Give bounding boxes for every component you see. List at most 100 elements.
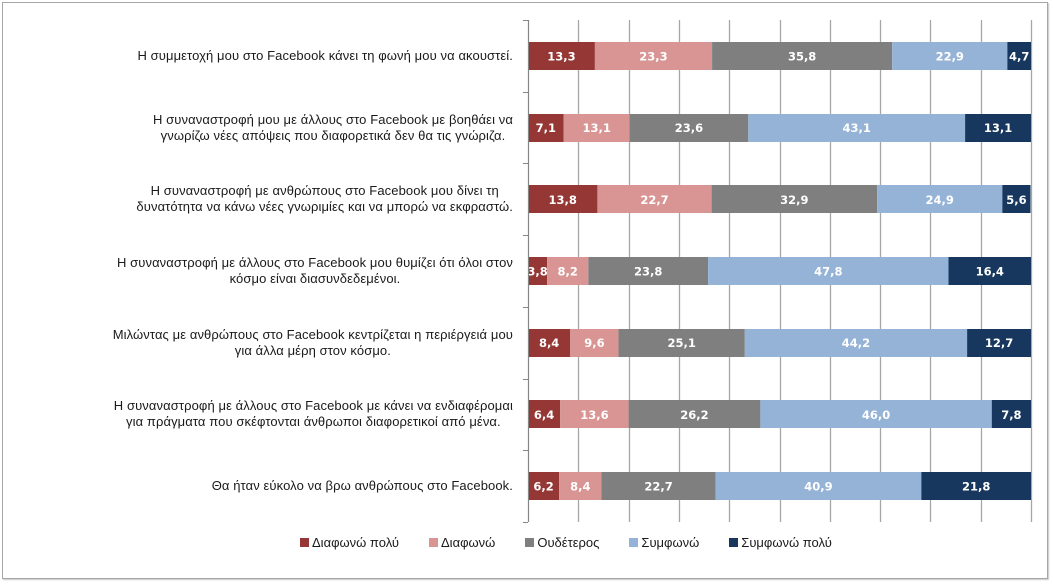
category-label-text: Η συναναστροφή με ανθρώπους στο Facebook… [136, 183, 513, 215]
legend-label: Διαφωνώ [441, 535, 496, 550]
data-label: 13,1 [582, 121, 610, 135]
legend-item: Διαφωνώ πολύ [300, 535, 399, 550]
bar-segment [629, 114, 749, 142]
data-label: 16,4 [976, 265, 1004, 279]
bar-segment [528, 257, 548, 285]
category-label-text: Θα ήταν εύκολο να βρω ανθρώπους στο Face… [211, 478, 513, 494]
bar-segment [563, 114, 630, 142]
bar-segment [1007, 42, 1031, 70]
data-label: 40,9 [804, 480, 832, 494]
legend-swatch [629, 538, 639, 547]
legend-label: Διαφωνώ πολύ [312, 535, 399, 550]
legend: Διαφωνώ πολύ Διαφωνώ Ουδέτερος Συμφωνώ Συμφω… [300, 535, 832, 550]
bar-segment [1002, 185, 1031, 213]
category-label-text: Η συμμετοχή μου στο Facebook κάνει τη φω… [137, 47, 513, 63]
bar-segment [628, 400, 761, 428]
data-label: 23,8 [634, 265, 662, 279]
legend-item: Διαφωνώ [429, 535, 495, 550]
data-label: 6,2 [533, 480, 553, 494]
legend-item: Συμφωνώ [629, 535, 699, 550]
bar-segment [528, 472, 560, 500]
data-label: 23,6 [675, 121, 703, 135]
bar-segment [744, 329, 968, 357]
data-label: 7,8 [1001, 408, 1021, 422]
bars: 13,3 23,3 35,8 22,9 4,7 7,1 13,1 23,6 43,1 13,1 13… [527, 42, 1031, 500]
bar-segment [528, 114, 564, 142]
bar-segment [877, 185, 1003, 213]
bar-segment [528, 42, 595, 70]
data-label: 12,7 [985, 336, 1013, 350]
data-label: 13,8 [549, 193, 577, 207]
category-label: Η συναναστροφή με άλλους στο Facebook με… [13, 398, 513, 430]
data-label: 26,2 [680, 408, 708, 422]
data-label: 8,4 [570, 480, 590, 494]
data-label: 13,1 [984, 121, 1012, 135]
bar-segment [965, 114, 1031, 142]
data-label: 23,3 [639, 49, 667, 63]
category-label: Η συναναστροφή μου με άλλους στο Faceboo… [13, 112, 513, 144]
bar-segment [991, 400, 1031, 428]
legend-swatch [729, 538, 739, 547]
data-label: 5,6 [1006, 193, 1026, 207]
legend-item: Συμφωνώ πολύ [729, 535, 832, 550]
bar-segment [712, 42, 893, 70]
category-label-text: Η συναναστροφή με άλλους στο Facebook μο… [116, 255, 513, 286]
bar-segment [528, 400, 561, 428]
bar-segment [760, 400, 992, 428]
legend-item: Ουδέτερος [525, 535, 599, 550]
category-label: Η συναναστροφή με ανθρώπους στο Facebook… [13, 183, 513, 215]
bar-segment [594, 42, 713, 70]
data-label: 46,0 [862, 408, 890, 422]
data-label: 44,2 [842, 336, 870, 350]
data-label: 13,6 [580, 408, 608, 422]
bar-segment [528, 329, 571, 357]
bar-segment [588, 257, 709, 285]
data-label: 7,1 [536, 121, 556, 135]
data-label: 22,7 [640, 193, 668, 207]
data-label: 8,2 [558, 265, 578, 279]
category-label: Η συναναστροφή με άλλους στο Facebook μο… [13, 255, 513, 287]
bar-segment [547, 257, 589, 285]
category-label: Η συμμετοχή μου στο Facebook κάνει τη φω… [13, 48, 513, 64]
bar-segment [618, 329, 745, 357]
data-label: 6,4 [534, 408, 554, 422]
bar-segment [967, 329, 1031, 357]
bar-segment [748, 114, 966, 142]
bar-segment [708, 257, 949, 285]
bar-segment [921, 472, 1031, 500]
data-label: 24,9 [926, 193, 954, 207]
data-label: 22,9 [936, 49, 964, 63]
category-label-text: Η συναναστροφή μου με άλλους στο Faceboo… [152, 111, 513, 143]
data-label: 32,9 [780, 193, 808, 207]
data-label: 21,8 [962, 480, 990, 494]
data-label: 43,1 [843, 121, 871, 135]
legend-label: Συμφωνώ [641, 535, 700, 550]
data-label: 3,8 [527, 265, 547, 279]
bar-segment [715, 472, 922, 500]
legend-label: Ουδέτερος [537, 535, 600, 550]
legend-swatch [300, 538, 309, 547]
data-label: 4,7 [1009, 49, 1029, 63]
bar-segment [948, 257, 1031, 285]
category-label: Θα ήταν εύκολο να βρω ανθρώπους στο Face… [13, 478, 513, 494]
bar-segment [559, 472, 602, 500]
bar-segment [711, 185, 878, 213]
bar-segment [560, 400, 629, 428]
category-axis [523, 20, 529, 523]
bar-segment [570, 329, 619, 357]
legend-swatch [525, 538, 535, 547]
data-label: 8,4 [539, 336, 559, 350]
category-label-text: Μιλώντας με ανθρώπους στο Facebook κεντρ… [112, 326, 513, 358]
bar-segment [892, 42, 1008, 70]
bar-segment [601, 472, 716, 500]
data-label: 25,1 [667, 336, 695, 350]
data-label: 35,8 [788, 49, 816, 63]
bar-segment [528, 185, 598, 213]
legend-label: Συμφωνώ πολύ [741, 535, 832, 550]
legend-swatch [429, 538, 438, 547]
bar-segment [597, 185, 712, 213]
category-label-text: Η συναναστροφή με άλλους στο Facebook με… [113, 398, 513, 430]
data-label: 9,6 [584, 336, 604, 350]
data-label: 47,8 [814, 265, 842, 279]
